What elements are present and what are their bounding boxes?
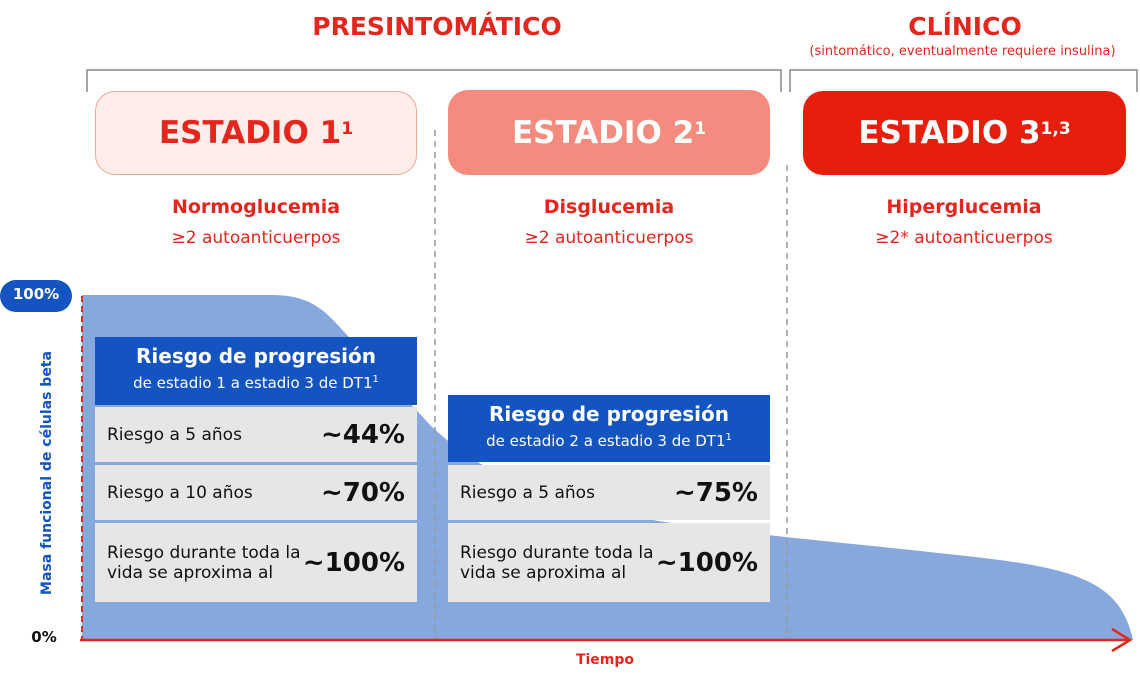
stage-antibodies: ≥2 autoanticuerpos (524, 228, 694, 248)
stage-antibodies: ≥2* autoanticuerpos (875, 228, 1053, 248)
stage-condition: Hiperglucemia (886, 196, 1042, 218)
text: de estadio 1 a estadio 3 de DT1 (133, 374, 373, 392)
text: ~100% (655, 547, 758, 578)
text: 1 (372, 374, 379, 385)
risk-table-header: Riesgo de progresión de estadio 1 a esta… (95, 337, 417, 405)
text: ~70% (320, 477, 405, 508)
risk-table-title: Riesgo de progresión (489, 402, 729, 426)
x-axis-label: Tiempo (575, 652, 635, 668)
text: de estadio 2 a estadio 3 de DT1 (486, 432, 726, 450)
text: 1,3 (1040, 119, 1071, 139)
stage-antibodies: ≥2 autoanticuerpos (171, 228, 341, 248)
text: Riesgo a 10 años (107, 482, 253, 503)
text: 1 (725, 432, 732, 443)
y-top-pill (0, 280, 72, 312)
text: 1 (341, 119, 354, 139)
stage-condition: Normoglucemia (171, 196, 341, 218)
text: ~100% (302, 547, 405, 578)
x-axis-arrow (1111, 627, 1133, 653)
risk-row: Riesgo a 10 años ~70% (95, 465, 417, 520)
bracket-clinical (789, 69, 1138, 92)
text: Riesgo a 5 años (107, 424, 242, 445)
text: ESTADIO 3 (858, 115, 1041, 151)
risk-table-header: Riesgo de progresión de estadio 2 a esta… (448, 395, 770, 462)
risk-row: Riesgo durante toda la vida se aproxima … (95, 523, 417, 602)
text: 1 (694, 118, 707, 139)
text: ESTADIO 2 (511, 114, 695, 151)
text: Riesgo a 5 años (460, 482, 595, 503)
bracket-presymptomatic (86, 69, 782, 92)
phase-subtitle: (sintomático, eventualmente requiere ins… (809, 44, 1116, 59)
risk-table-subtitle: de estadio 1 a estadio 3 de DT11 (95, 374, 417, 392)
phase-title: CLÍNICO (908, 12, 1022, 41)
y-top-label: 100% (12, 285, 60, 303)
phase-title: PRESINTOMÁTICO (312, 12, 562, 41)
stage-box: ESTADIO 3 1,3 (803, 91, 1126, 175)
y-axis-label: Masa funcional de células beta (39, 351, 55, 595)
text: Riesgo durante toda la vida se aproxima … (460, 542, 654, 583)
text: Riesgo durante toda la vida se aproxima … (107, 542, 301, 583)
stage-condition: Disglucemia (543, 196, 675, 218)
risk-table-title: Riesgo de progresión (136, 344, 376, 368)
y-bottom-label: 0% (31, 628, 57, 646)
risk-row: Riesgo durante toda la vida se aproxima … (448, 523, 770, 602)
text: ~44% (320, 419, 405, 450)
text: ESTADIO 1 (158, 115, 342, 151)
risk-row: Riesgo a 5 años ~44% (95, 407, 417, 462)
text: ~75% (673, 477, 758, 508)
risk-row: Riesgo a 5 años ~75% (448, 465, 770, 520)
risk-table-subtitle: de estadio 2 a estadio 3 de DT11 (448, 432, 770, 450)
